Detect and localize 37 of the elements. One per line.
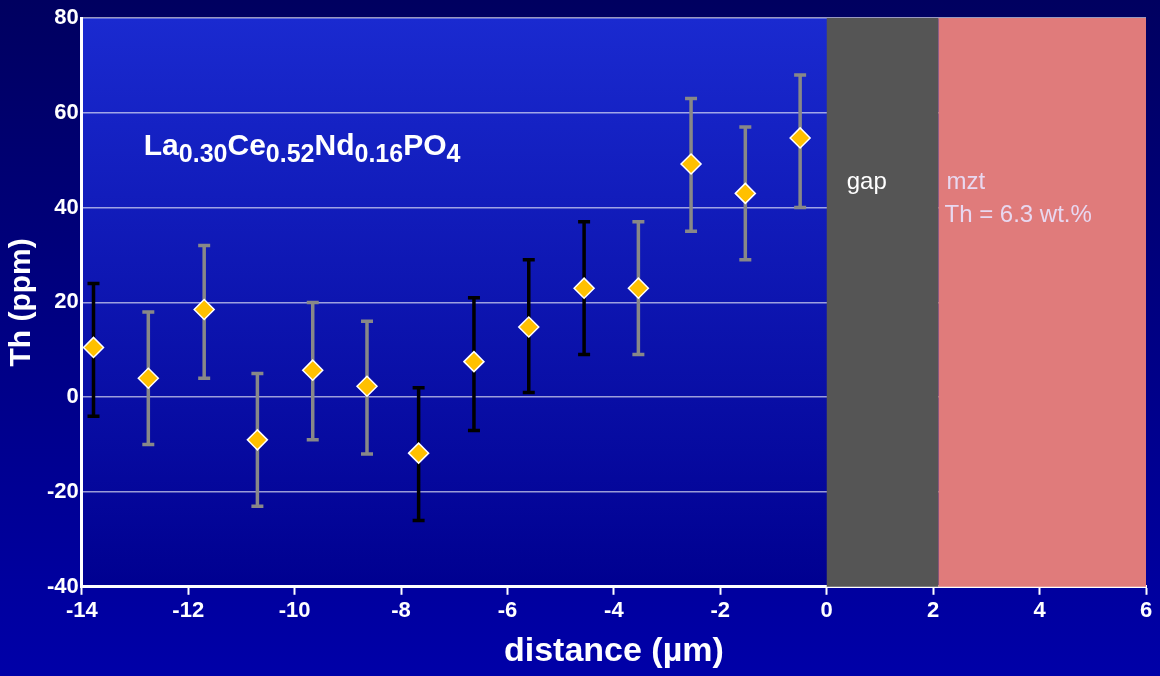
x-tick-label: 0 <box>820 597 833 623</box>
point <box>193 298 215 321</box>
x-tick-label: 6 <box>1139 597 1153 623</box>
point <box>407 442 430 464</box>
x-axis-title: distance (µm) <box>503 629 724 668</box>
point <box>627 277 650 299</box>
point <box>573 277 595 299</box>
x-tick-label: 2 <box>927 597 940 623</box>
y-tick-label: 60 <box>54 98 79 124</box>
y-tick-label: -20 <box>47 478 79 504</box>
y-tick-label: 80 <box>54 4 79 30</box>
annotation: La$_{0.30}$Ce$_{0.52}$Nd$_{0.16}$PO$_{4}$ <box>143 128 461 168</box>
band-label: mzt Th = 6.3 wt.% <box>944 166 1092 227</box>
x-tick-label: -10 <box>278 597 311 623</box>
y-tick-label: 0 <box>66 383 79 409</box>
point <box>518 316 540 338</box>
point <box>789 127 811 149</box>
point <box>82 336 105 359</box>
band-label: gap <box>846 166 887 194</box>
x-tick-label: 4 <box>1033 597 1047 623</box>
point <box>463 350 485 373</box>
x-tick-label: -14 <box>65 597 99 623</box>
x-tick-label: -2 <box>710 597 731 623</box>
point <box>680 153 702 175</box>
y-tick-label: 40 <box>54 193 79 219</box>
point <box>301 359 324 381</box>
x-tick-label: -4 <box>604 597 625 623</box>
point <box>137 367 160 389</box>
y-tick-label: -40 <box>47 572 79 598</box>
x-tick-label: -12 <box>172 597 205 623</box>
x-tick-label: -8 <box>391 597 411 623</box>
point <box>356 375 378 398</box>
x-tick-label: -6 <box>497 597 518 623</box>
point <box>734 182 757 205</box>
y-axis-title: Th (ppm) <box>3 238 37 367</box>
y-tick-label: 20 <box>54 288 79 314</box>
point <box>246 429 269 451</box>
